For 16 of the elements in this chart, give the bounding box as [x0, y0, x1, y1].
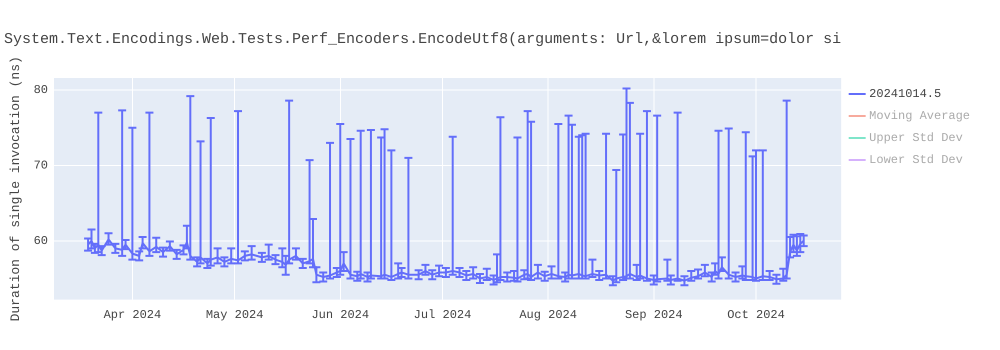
chart-title: System.Text.Encodings.Web.Tests.Perf_Encoders.EncodeUtf8(arguments: Url,&lorem ipsum=dolor si	[4, 30, 842, 48]
legend-label: Moving Average	[869, 109, 970, 124]
legend-label: Upper Std Dev	[869, 131, 963, 146]
x-tick-label: Sep 2024	[624, 308, 683, 322]
legend-label: Lower Std Dev	[869, 153, 963, 168]
x-tick-label: Oct 2024	[727, 308, 785, 322]
x-tick-label: Jul 2024	[414, 308, 472, 322]
x-tick-label: Apr 2024	[104, 308, 162, 322]
y-tick-label: 80	[34, 83, 48, 98]
legend-label: 20241014.5	[869, 87, 942, 102]
y-tick-label: 70	[34, 158, 48, 173]
x-tick-label: Aug 2024	[519, 308, 577, 322]
y-axis-title: Duration of single invocation (ns)	[8, 56, 24, 322]
x-tick-label: Jun 2024	[311, 308, 370, 322]
x-tick-label: May 2024	[206, 308, 264, 322]
y-tick-label: 60	[34, 234, 48, 248]
